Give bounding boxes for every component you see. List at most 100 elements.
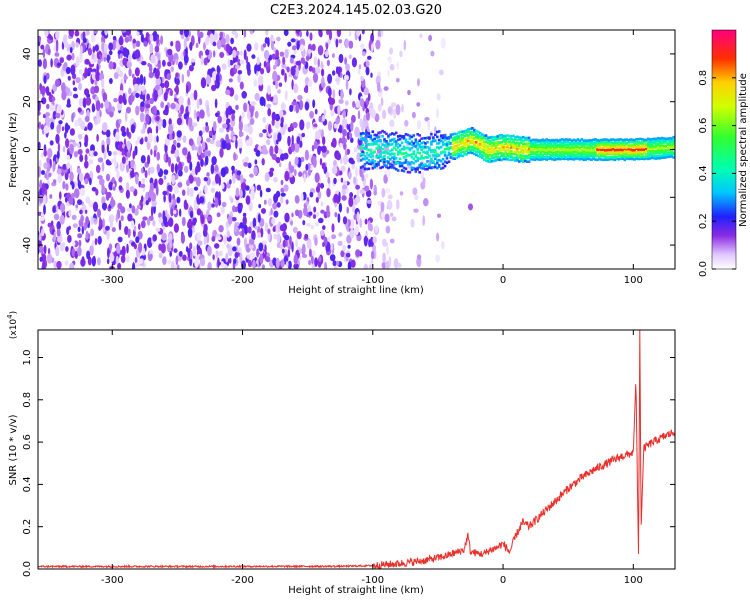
heatmap-noise-cell <box>120 30 127 33</box>
heatmap-noise-cell <box>403 39 407 51</box>
heatmap-noise-cell <box>168 192 172 203</box>
heatmap-noise-cell <box>382 109 387 120</box>
spectrogram-x-label: Height of straight line (km) <box>288 285 424 296</box>
heatmap-signal-cell <box>420 163 423 166</box>
heatmap-noise-cell <box>196 208 202 216</box>
heatmap-signal-cell <box>394 142 398 145</box>
heatmap-noise-cell <box>271 39 274 51</box>
heatmap-signal-cell <box>629 157 632 161</box>
heatmap-noise-cell <box>234 94 239 101</box>
snr-frame <box>37 329 676 570</box>
heatmap-noise-cell <box>49 194 53 199</box>
heatmap-signal-cell <box>369 134 373 138</box>
heatmap-noise-cell <box>226 118 231 124</box>
heatmap-noise-cell <box>360 75 364 82</box>
heatmap-noise-cell <box>84 140 88 148</box>
heatmap-signal-cell <box>637 154 640 158</box>
heatmap-signal-cell <box>375 162 378 166</box>
heatmap-signal-cell <box>629 150 632 154</box>
heatmap-signal-cell <box>609 148 613 152</box>
heatmap-signal-cell <box>502 137 505 141</box>
heatmap-noise-cell <box>63 62 68 69</box>
heatmap-signal-cell <box>602 146 605 149</box>
heatmap-noise-cell <box>290 66 296 76</box>
heatmap-signal-cell <box>529 155 533 159</box>
heatmap-signal-cell <box>398 157 402 161</box>
heatmap-noise-cell <box>239 189 243 198</box>
heatmap-noise-cell <box>225 142 231 151</box>
heatmap-noise-cell <box>301 253 308 258</box>
heatmap-signal-cell <box>625 138 629 141</box>
heatmap-noise-cell <box>99 54 102 59</box>
heatmap-signal-cell <box>430 150 433 154</box>
heatmap-signal-cell <box>668 143 672 146</box>
heatmap-signal-cell <box>387 142 390 146</box>
heatmap-noise-cell <box>51 96 56 102</box>
heatmap-noise-cell <box>168 217 174 228</box>
heatmap-noise-cell <box>126 162 130 173</box>
heatmap-noise-cell <box>261 264 265 269</box>
heatmap-signal-cell <box>615 155 619 159</box>
heatmap-signal-cell <box>609 145 613 149</box>
heatmap-signal-cell <box>658 154 662 157</box>
heatmap-signal-cell <box>574 155 578 158</box>
heatmap-signal-cell <box>643 157 646 161</box>
heatmap-signal-cell <box>576 138 580 141</box>
heatmap-signal-cell <box>367 162 371 165</box>
heatmap-signal-cell <box>471 136 474 140</box>
heatmap-noise-cell <box>74 188 80 199</box>
heatmap-noise-cell <box>189 242 193 250</box>
heatmap-signal-cell <box>443 133 447 137</box>
heatmap-signal-cell <box>613 138 617 142</box>
heatmap-signal-cell <box>393 133 396 136</box>
heatmap-signal-cell <box>535 138 539 142</box>
heatmap-noise-cell <box>136 204 141 210</box>
heatmap-signal-cell <box>473 137 476 140</box>
heatmap-signal-cell <box>463 141 466 145</box>
heatmap-signal-cell <box>469 136 472 139</box>
heatmap-signal-cell <box>387 156 390 159</box>
heatmap-signal-cell <box>385 160 388 163</box>
heatmap-signal-cell <box>457 137 461 140</box>
heatmap-signal-cell <box>478 135 482 138</box>
heatmap-noise-cell <box>225 252 229 263</box>
heatmap-noise-cell <box>341 195 347 201</box>
heatmap-noise-cell <box>278 82 283 87</box>
heatmap-signal-cell <box>451 152 455 155</box>
heatmap-signal-cell <box>381 129 384 133</box>
heatmap-noise-cell <box>344 100 349 106</box>
heatmap-signal-cell <box>523 156 527 160</box>
heatmap-signal-cell <box>447 160 451 163</box>
heatmap-noise-cell <box>39 179 43 189</box>
heatmap-noise-cell <box>361 51 366 57</box>
heatmap-noise-cell <box>75 56 80 67</box>
heatmap-signal-cell <box>668 155 672 159</box>
heatmap-noise-cell <box>222 115 227 123</box>
heatmap-noise-cell <box>215 73 220 84</box>
heatmap-signal-cell <box>613 158 617 162</box>
heatmap-signal-cell <box>578 153 582 156</box>
heatmap-noise-cell <box>243 102 248 113</box>
heatmap-noise-cell <box>274 145 279 154</box>
heatmap-signal-cell <box>621 151 625 154</box>
heatmap-signal-cell <box>596 148 599 151</box>
heatmap-noise-cell <box>145 200 149 206</box>
heatmap-noise-cell <box>350 121 354 132</box>
heatmap-noise-cell <box>57 142 61 153</box>
heatmap-signal-cell <box>533 138 537 142</box>
heatmap-signal-cell <box>557 157 560 161</box>
heatmap-signal-cell <box>600 140 603 144</box>
heatmap-signal-cell <box>648 150 652 153</box>
heatmap-signal-cell <box>414 138 418 141</box>
heatmap-noise-cell <box>90 58 95 65</box>
heatmap-signal-cell <box>402 152 406 155</box>
heatmap-signal-cell <box>592 148 595 152</box>
heatmap-noise-cell <box>309 111 314 119</box>
heatmap-noise-cell <box>124 36 130 43</box>
heatmap-noise-cell <box>170 163 175 173</box>
heatmap-noise-cell <box>278 162 282 168</box>
heatmap-noise-cell <box>63 41 69 49</box>
heatmap-signal-cell <box>570 143 574 147</box>
heatmap-noise-cell <box>427 119 431 131</box>
heatmap-noise-cell <box>212 50 216 58</box>
